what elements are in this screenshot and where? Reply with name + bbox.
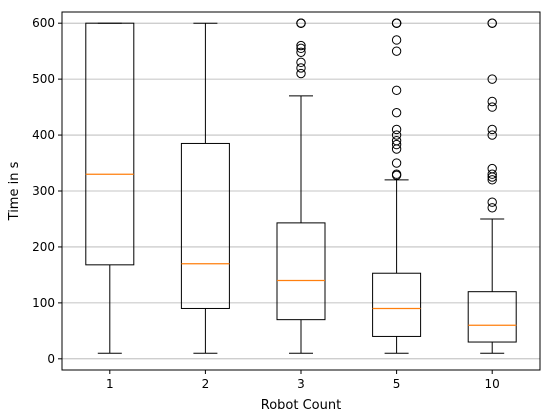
y-tick-label: 300 [32,184,55,198]
outlier-point [391,135,402,146]
outlier-point [391,139,402,150]
outlier-point [487,96,497,107]
outlier-point [487,203,497,213]
y-tick-label: 400 [32,128,55,142]
y-tick-label: 200 [32,240,55,254]
box-plot-series [85,18,517,354]
box-group-2 [180,22,230,354]
outlier-point [391,107,402,118]
outlier-point [391,158,402,168]
outlier-point [296,18,306,28]
x-tick-label: 2 [202,377,210,391]
outlier-point [487,197,497,207]
y-axis-title: Time in s [7,161,22,221]
outlier-point [487,124,497,135]
x-tick-label: 3 [297,377,305,391]
box-group-3 [276,18,326,354]
outlier-point [296,57,306,68]
axes: 0 100 200 300 400 500 600 1 2 3 5 10 [32,16,500,391]
x-tick-label: 5 [393,377,401,391]
y-tick-label: 600 [32,16,55,30]
outlier-point [487,102,497,112]
outlier-point [296,68,306,79]
box-iqr [85,22,135,266]
box-iqr [372,272,422,337]
outlier-point [296,43,306,54]
box-iqr [467,291,517,343]
outlier-point [391,35,402,45]
outlier-point [391,130,402,140]
outlier-point [487,169,497,179]
outlier-point [296,40,306,51]
box-iqr [276,222,326,321]
outlier-point [487,74,497,84]
outlier-point [391,18,402,28]
y-tick-label: 0 [47,352,55,366]
outlier-point [487,163,497,174]
y-tick-label: 500 [32,72,55,86]
outlier-point [391,46,402,56]
outlier-point [487,18,497,28]
outlier-point [391,124,402,135]
x-tick-label: 1 [106,377,114,391]
outlier-point [296,63,306,73]
box-group-5 [372,18,422,354]
box-group-1 [85,22,135,354]
box-group-10 [467,18,517,354]
x-tick-label: 10 [485,377,500,391]
outlier-point [391,85,402,96]
outlier-point [391,169,402,179]
outlier-point [487,175,497,185]
y-tick-label: 100 [32,296,55,310]
outlier-point [487,130,497,140]
outlier-point [296,47,306,57]
box-iqr [180,142,230,309]
x-axis-title: Robot Count [261,398,341,413]
